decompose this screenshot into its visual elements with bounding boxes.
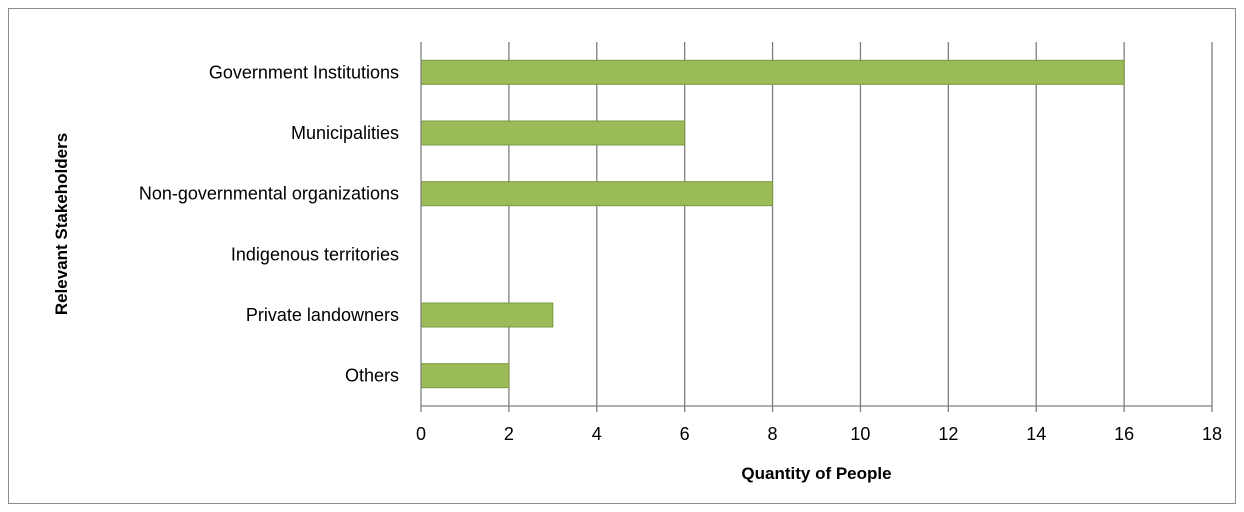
x-tick-labels: 0 2 4 6 8 10 12 14 16 18 xyxy=(416,424,1222,444)
bar xyxy=(420,302,554,328)
chart-frame xyxy=(8,8,1236,504)
bar xyxy=(420,363,510,389)
x-tick-label: 6 xyxy=(680,424,690,444)
x-axis-title: Quantity of People xyxy=(741,464,891,483)
category-label: Others xyxy=(345,366,399,386)
x-tick-label: 4 xyxy=(592,424,602,444)
category-labels: Government Institutions Municipalities Non… xyxy=(139,62,399,385)
x-tick-label: 16 xyxy=(1114,424,1134,444)
x-tick-label: 2 xyxy=(504,424,514,444)
x-tick-label: 18 xyxy=(1202,424,1222,444)
bar xyxy=(420,59,1125,85)
x-tick-label: 14 xyxy=(1026,424,1046,444)
axes xyxy=(420,42,1213,412)
category-label: Municipalities xyxy=(291,123,399,143)
x-tick-label: 0 xyxy=(416,424,426,444)
category-label: Private landowners xyxy=(246,305,399,325)
x-tick-label: 8 xyxy=(768,424,778,444)
bar xyxy=(420,181,774,207)
bar xyxy=(420,120,686,146)
gridlines xyxy=(508,42,1213,406)
x-tick-label: 12 xyxy=(938,424,958,444)
bars xyxy=(420,59,1125,389)
category-label: Non-governmental organizations xyxy=(139,184,399,204)
category-label: Indigenous territories xyxy=(231,244,399,264)
category-label: Government Institutions xyxy=(209,62,399,82)
x-tick-label: 10 xyxy=(850,424,870,444)
y-axis-title: Relevant Stakeholders xyxy=(52,133,71,315)
